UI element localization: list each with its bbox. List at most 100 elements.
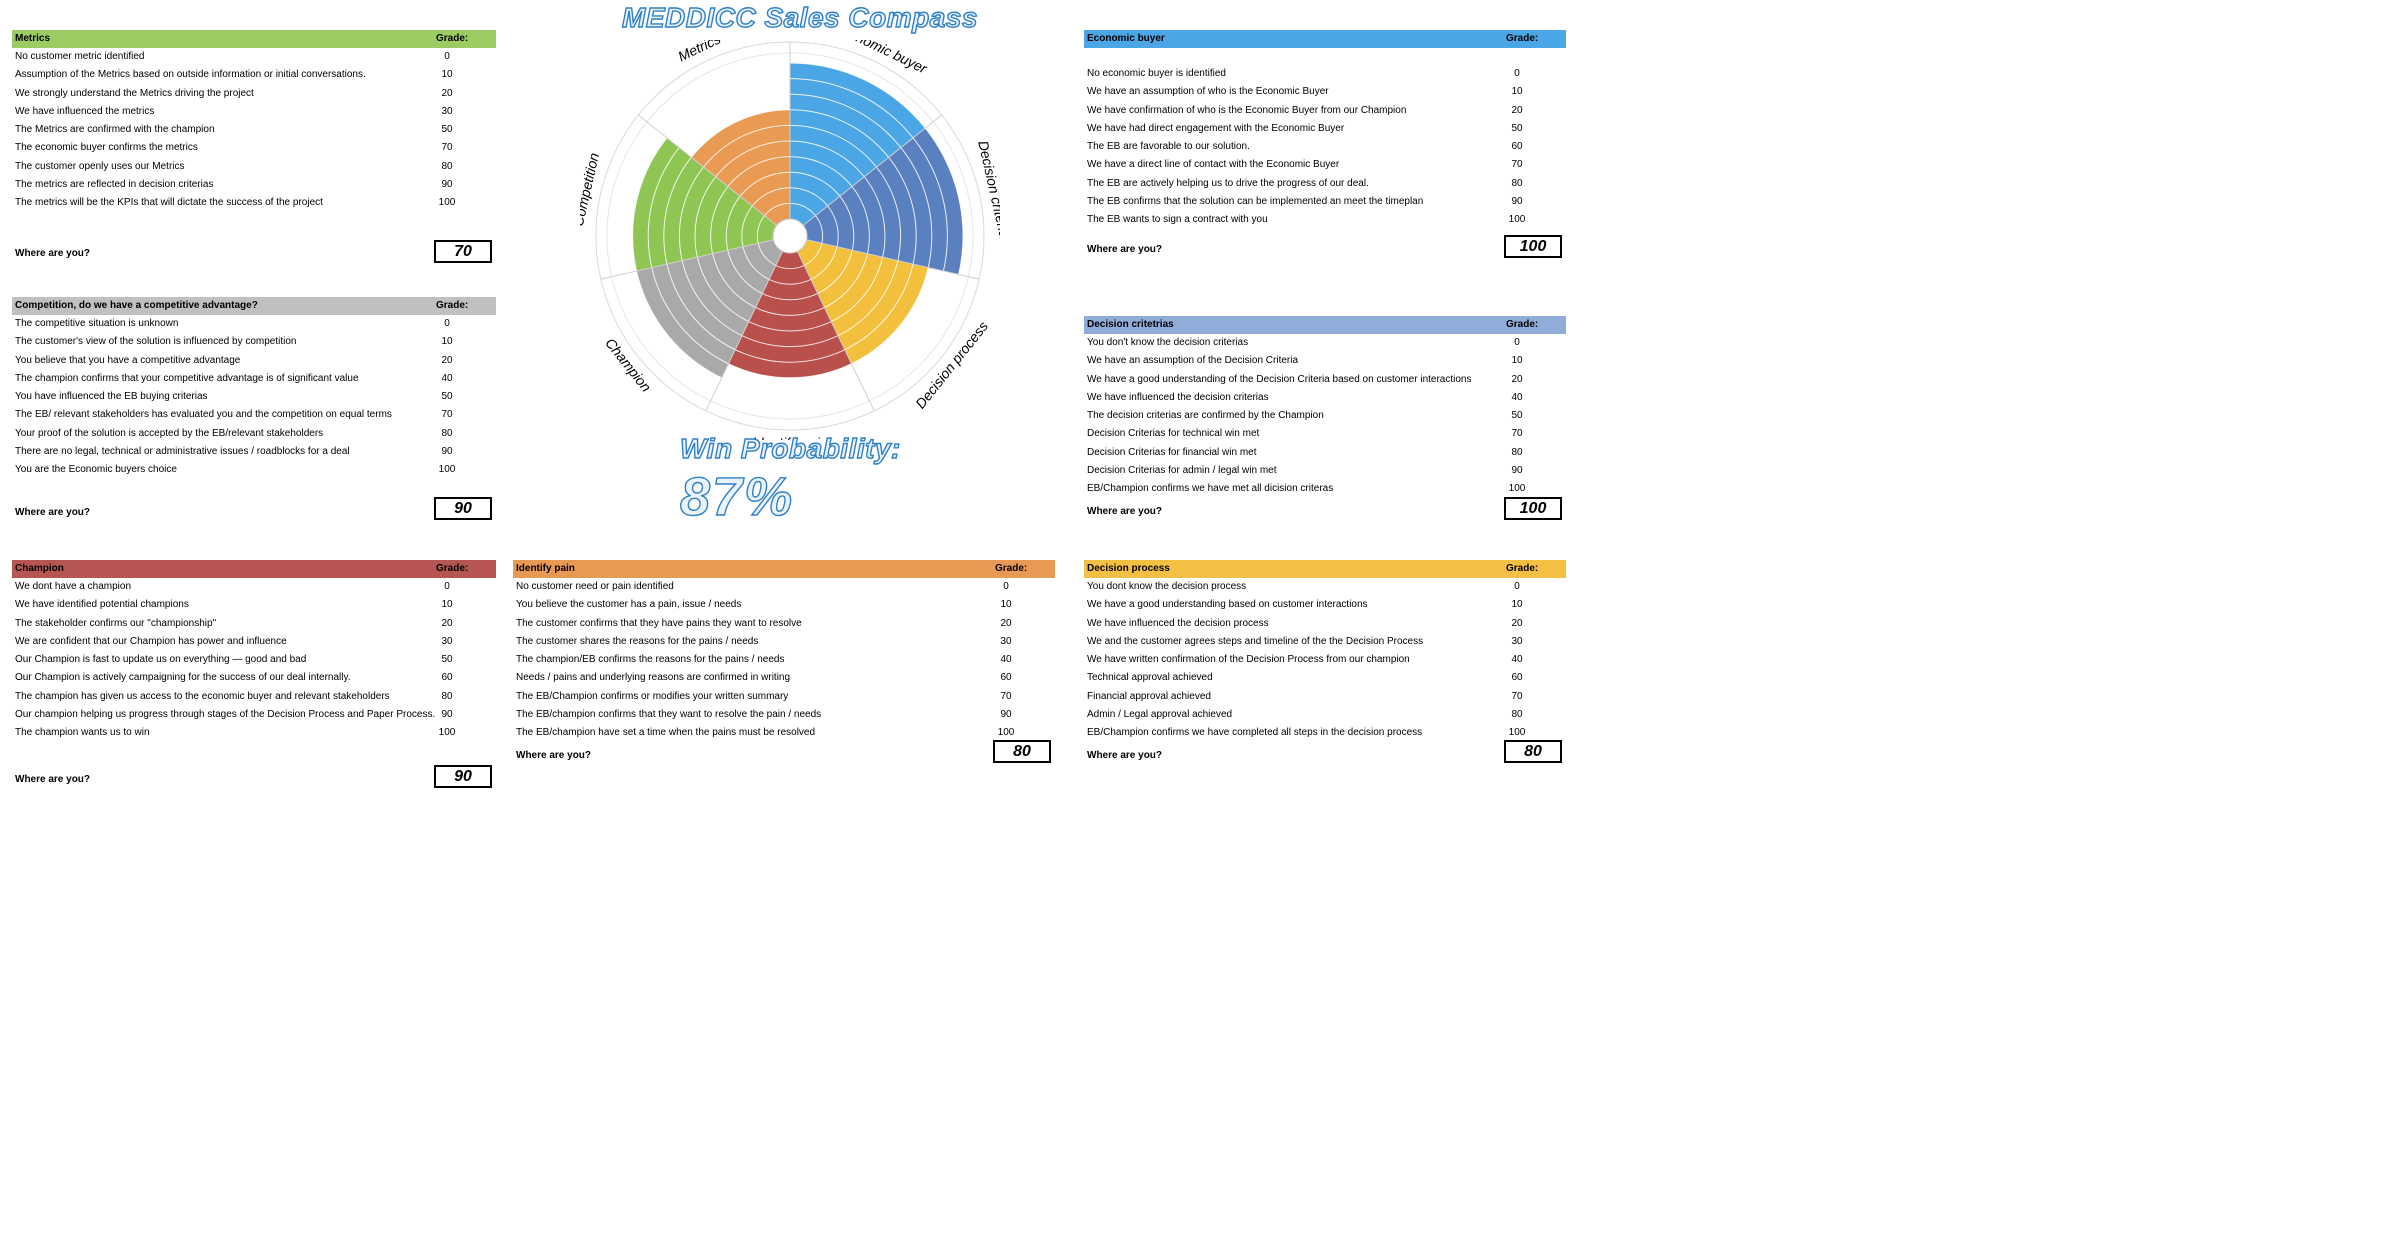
criteria-grade: 70 (1000, 690, 1012, 702)
criteria-row: No customer metric identified 0 (12, 48, 496, 66)
answer-box[interactable]: 80 (993, 740, 1051, 763)
criteria-grade: 40 (1000, 654, 1012, 666)
criteria-text: We dont have a champion (15, 581, 132, 592)
criteria-text: Assumption of the Metrics based on outsi… (15, 69, 366, 81)
criteria-text: The EB/champion have set a time when the… (516, 727, 816, 739)
criteria-grade: 10 (1511, 86, 1523, 98)
criteria-row: The EB are actively helping us to drive … (1084, 175, 1566, 193)
criteria-row: You don't know the decision criterias 0 (1084, 334, 1566, 352)
criteria-text: You believe the customer has a pain, iss… (516, 599, 742, 611)
criteria-text: The Metrics are confirmed with the champ… (15, 124, 215, 136)
criteria-row: The EB/champion have set a time when the… (513, 724, 1055, 742)
criteria-text: EB/Champion confirms we have completed a… (1087, 727, 1423, 739)
criteria-row: The stakeholder confirms our "championsh… (12, 615, 496, 633)
category-label: Decision criteria (975, 139, 1000, 240)
criteria-grade: 70 (1511, 159, 1523, 171)
criteria-row: We and the customer agrees steps and tim… (1084, 633, 1566, 651)
criteria-row: Our Champion is actively campaigning for… (12, 669, 496, 687)
where-are-you-label: Where are you? (1087, 244, 1163, 255)
criteria-grade: 20 (441, 617, 453, 629)
criteria-text: We are confident that our Champion has p… (15, 635, 287, 647)
criteria-grade: 10 (441, 336, 453, 348)
criteria-text: The stakeholder confirms our "championsh… (15, 617, 217, 629)
criteria-grade: 80 (441, 160, 453, 172)
economic-buyer-panel: Economic buyer Grade: No economic buyer is… (1084, 30, 1566, 258)
answer-box[interactable]: 80 (1504, 740, 1562, 763)
criteria-row: Our champion helping us progress through… (12, 706, 496, 724)
criteria-text: The decision criterias are confirmed by … (1087, 410, 1324, 422)
criteria-row: The customer confirms that they have pai… (513, 615, 1055, 633)
criteria-grade: 70 (1511, 428, 1523, 440)
answer-box[interactable]: 70 (434, 240, 492, 263)
criteria-grade: 30 (1511, 635, 1523, 647)
category-label: Decision process (912, 318, 991, 411)
where-are-you-label: Where are you? (1087, 750, 1163, 761)
criteria-row: Assumption of the Metrics based on outsi… (12, 66, 496, 84)
criteria-row: The decision criterias are confirmed by … (1084, 407, 1566, 425)
criteria-text: We have had direct engagement with the E… (1087, 122, 1345, 134)
criteria-text: We have a direct line of contact with th… (1087, 159, 1340, 171)
center-hole (772, 218, 808, 254)
criteria-text: Our Champion is actively campaigning for… (15, 672, 351, 684)
panel-title: Decision process (1087, 563, 1170, 574)
criteria-grade: 100 (997, 727, 1015, 739)
criteria-text: Our champion helping us progress through… (15, 709, 436, 721)
criteria-text: There are no legal, technical or adminis… (15, 446, 350, 458)
panel-header: Decision critetrias Grade: (1084, 316, 1566, 334)
grade-column-label: Grade: (1506, 33, 1539, 44)
criteria-row: We dont have a champion 0 (12, 578, 496, 596)
criteria-text: Decision Criterias for financial win met (1087, 446, 1257, 458)
criteria-row: We strongly understand the Metrics drivi… (12, 85, 496, 103)
criteria-text: The competitive situation is unknown (15, 318, 179, 329)
criteria-row: Needs / pains and underlying reasons are… (513, 669, 1055, 687)
criteria-text: We have an assumption of the Decision Cr… (1087, 355, 1299, 367)
criteria-row: We have influenced the decision criteria… (1084, 389, 1566, 407)
criteria-text: We have a good understanding of the Deci… (1087, 373, 1472, 385)
criteria-row: We have a direct line of contact with th… (1084, 156, 1566, 174)
answer-box[interactable]: 90 (434, 765, 492, 788)
criteria-grade: 30 (1000, 635, 1012, 647)
criteria-grade: 40 (1511, 654, 1523, 666)
win-probability-value: 87% (679, 466, 795, 527)
answer-box[interactable]: 100 (1504, 497, 1562, 520)
criteria-grade: 90 (1511, 196, 1523, 208)
criteria-grade: 100 (1508, 214, 1526, 226)
criteria-grade: 70 (1511, 690, 1523, 702)
criteria-row: The EB are favorable to our solution. 60 (1084, 138, 1566, 156)
criteria-text: The champion/EB confirms the reasons for… (516, 654, 785, 666)
answer-box[interactable]: 100 (1504, 235, 1562, 258)
criteria-grade: 100 (1508, 483, 1526, 495)
criteria-row: The economic buyer confirms the metrics 7… (12, 139, 496, 157)
criteria-text: Financial approval achieved (1087, 690, 1211, 702)
grade-column-label: Grade: (436, 300, 469, 311)
grade-column-label: Grade: (1506, 563, 1539, 574)
criteria-text: Our Champion is fast to update us on eve… (15, 654, 307, 666)
spoke (705, 251, 784, 412)
criteria-row: Our Champion is fast to update us on eve… (12, 651, 496, 669)
grade-column-label: Grade: (436, 33, 469, 44)
criteria-row: The champion has given us access to the … (12, 688, 496, 706)
panel-title: Identify pain (516, 563, 575, 574)
competition-panel: Competition, do we have a competitive ad… (12, 297, 496, 520)
criteria-row: We have an assumption of the Decision Cr… (1084, 352, 1566, 370)
criteria-row: We have a good understanding of the Deci… (1084, 371, 1566, 389)
criteria-text: We strongly understand the Metrics drivi… (15, 87, 254, 99)
answer-box[interactable]: 90 (434, 497, 492, 520)
criteria-row: The champion confirms that your competit… (12, 370, 496, 388)
criteria-text: You are the Economic buyers choice (15, 464, 177, 476)
criteria-grade: 80 (1511, 709, 1523, 721)
criteria-grade: 50 (441, 391, 453, 403)
criteria-row: We have a good understanding based on cu… (1084, 596, 1566, 614)
criteria-grade: 20 (441, 87, 453, 99)
criteria-row: EB/Champion confirms we have completed a… (1084, 724, 1566, 742)
criteria-text: The metrics are reflected in decision cr… (15, 179, 214, 191)
panel-header: Economic buyer Grade: (1084, 30, 1566, 48)
criteria-grade: 80 (1511, 446, 1523, 458)
where-are-you-label: Where are you? (516, 750, 592, 761)
criteria-text: The champion confirms that your competit… (15, 372, 359, 384)
criteria-text: The champion has given us access to the … (15, 690, 390, 702)
grade-column-label: Grade: (995, 563, 1028, 574)
criteria-row: The customer shares the reasons for the … (513, 633, 1055, 651)
criteria-row: Financial approval achieved 70 (1084, 688, 1566, 706)
category-label: Metrics (675, 40, 723, 64)
